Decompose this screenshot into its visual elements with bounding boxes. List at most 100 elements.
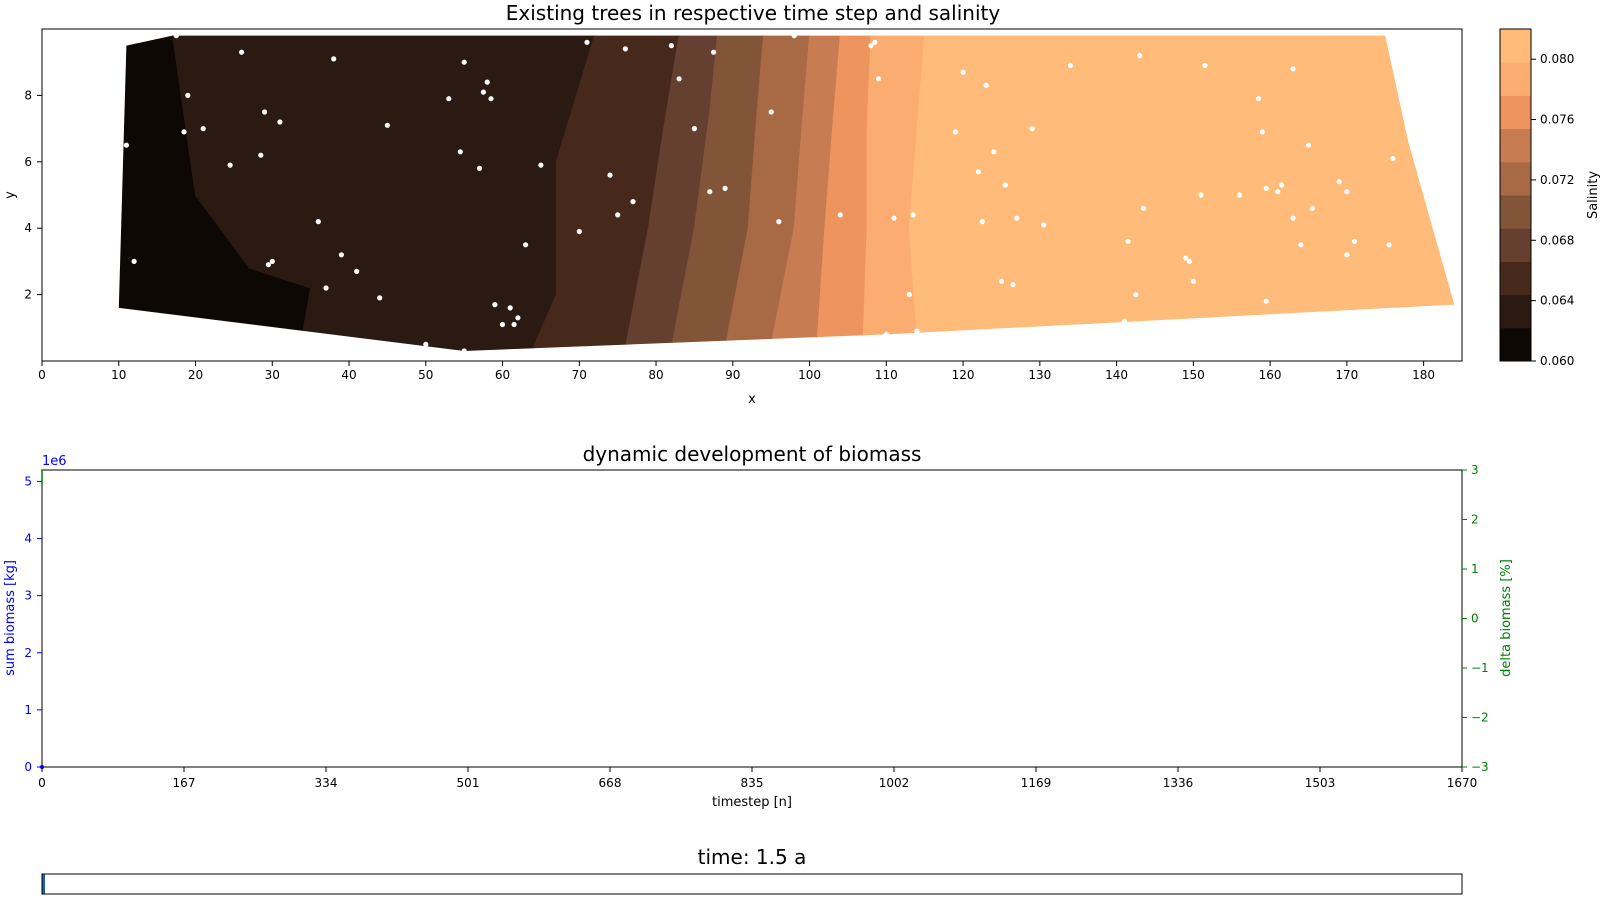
tree-point [262,109,268,115]
tree-point [499,321,506,328]
y-right-tick-label: −3 [1471,760,1489,774]
tree-point [515,315,521,321]
x-tick-label: 120 [952,368,975,382]
tree-point [354,268,360,274]
salinity-band-2 [172,35,596,351]
tree-point [668,43,675,49]
y-right-tick-label: 0 [1471,612,1479,626]
tree-point [1010,282,1016,288]
biomass-y-ticks-right: −3 −2 −1 0 1 2 3 [1462,463,1489,774]
tree-point [607,172,613,178]
tree-point [910,212,916,218]
tree-point [722,185,728,191]
tree-point [622,46,629,52]
biomass-y-label-left: sum biomass [kg] [3,560,18,676]
tree-point [1133,292,1139,298]
colorbar-tick-label: 0.068 [1540,233,1574,247]
tree-point [277,119,283,125]
salinity-colorbar [1500,29,1531,362]
tree-point [991,328,997,334]
tree-point [768,109,774,115]
salinity-map-y-ticks: 2 4 6 8 [24,88,42,302]
salinity-map-panel: Existing trees in respective time step a… [3,1,1600,407]
tree-point [1351,238,1358,245]
tree-point [914,328,920,334]
tree-point [338,252,344,258]
tree-point [1275,189,1281,195]
y-tick-label: 2 [24,646,32,660]
tree-point [975,169,982,175]
tree-point [265,262,271,268]
tree-point [1125,238,1131,245]
tree-point [1029,126,1035,132]
tree-point [584,39,590,45]
colorbar-band [1500,62,1531,96]
colorbar-band [1500,95,1531,130]
y-tick-label: 0 [24,760,32,774]
tree-point [181,129,187,135]
colorbar-tick-label: 0.080 [1540,52,1574,66]
tree-point [1263,185,1269,191]
tree-point [323,285,329,291]
tree-point [1067,62,1074,69]
tree-point [1309,205,1315,211]
tree-point [998,278,1005,284]
x-tick-label: 140 [1105,368,1128,382]
tree-point [1041,222,1047,228]
tree-point [1071,29,1077,35]
time-progress-fill [42,874,45,894]
tree-point [131,258,137,264]
tree-point [1236,325,1242,331]
x-tick-label: 334 [315,776,338,790]
x-tick-label: 80 [648,368,663,382]
salinity-map-title: Existing trees in respective time step a… [506,1,1001,25]
salinity-band-9 [862,35,926,351]
colorbar-band [1500,294,1531,329]
tree-point [377,295,383,301]
y-right-tick-label: −2 [1471,711,1489,725]
x-tick-label: 110 [875,368,898,382]
x-tick-label: 1503 [1305,776,1336,790]
y-tick-label: 3 [24,589,32,603]
colorbar-tick-label: 0.072 [1540,173,1574,187]
tree-point [983,82,989,88]
tree-point [906,292,913,298]
x-tick-label: 90 [725,368,740,382]
tree-point [423,341,429,347]
tree-point [507,305,513,311]
tree-point [200,126,206,132]
salinity-band-6 [724,35,811,351]
tree-point [1256,96,1262,102]
colorbar-band [1500,228,1531,262]
tree-point [1014,215,1020,221]
tree-point [630,199,636,205]
time-progress-panel: time: 1.5 a [41,845,1463,895]
tree-point [1390,155,1396,162]
tree-point [123,142,129,148]
x-tick-label: 60 [495,368,510,382]
colorbar-band [1500,327,1531,362]
salinity-map-x-ticks: 0 10 20 30 40 50 60 70 80 90 100 110 120 130 140 150 160… [38,361,1435,382]
biomass-x-ticks: 0 167 334 501 668 835 1002 1169 1336 1503 1670 [38,767,1477,790]
tree-point [791,33,797,39]
x-tick-label: 10 [111,368,126,382]
tree-point [676,76,682,82]
tree-point [1305,142,1312,148]
x-tick-label: 180 [1412,368,1435,382]
tree-point [776,219,782,225]
delta-biomass-line [41,469,43,485]
tree-point [269,258,275,264]
tree-point [457,149,463,155]
y-tick-label: 4 [24,532,32,546]
tree-point [1137,53,1143,59]
colorbar-band [1500,195,1531,229]
time-label: time: 1.5 a [698,845,807,869]
tree-point [227,162,233,168]
tree-point [1236,192,1242,198]
tree-point [523,242,529,248]
tree-point [1290,215,1296,221]
tree-point [960,69,966,75]
time-progress-frame [41,873,1463,895]
tree-point [461,348,467,354]
x-tick-label: 1336 [1163,776,1194,790]
